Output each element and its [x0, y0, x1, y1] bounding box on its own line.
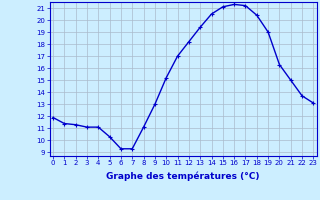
X-axis label: Graphe des températures (°C): Graphe des températures (°C)	[107, 172, 260, 181]
